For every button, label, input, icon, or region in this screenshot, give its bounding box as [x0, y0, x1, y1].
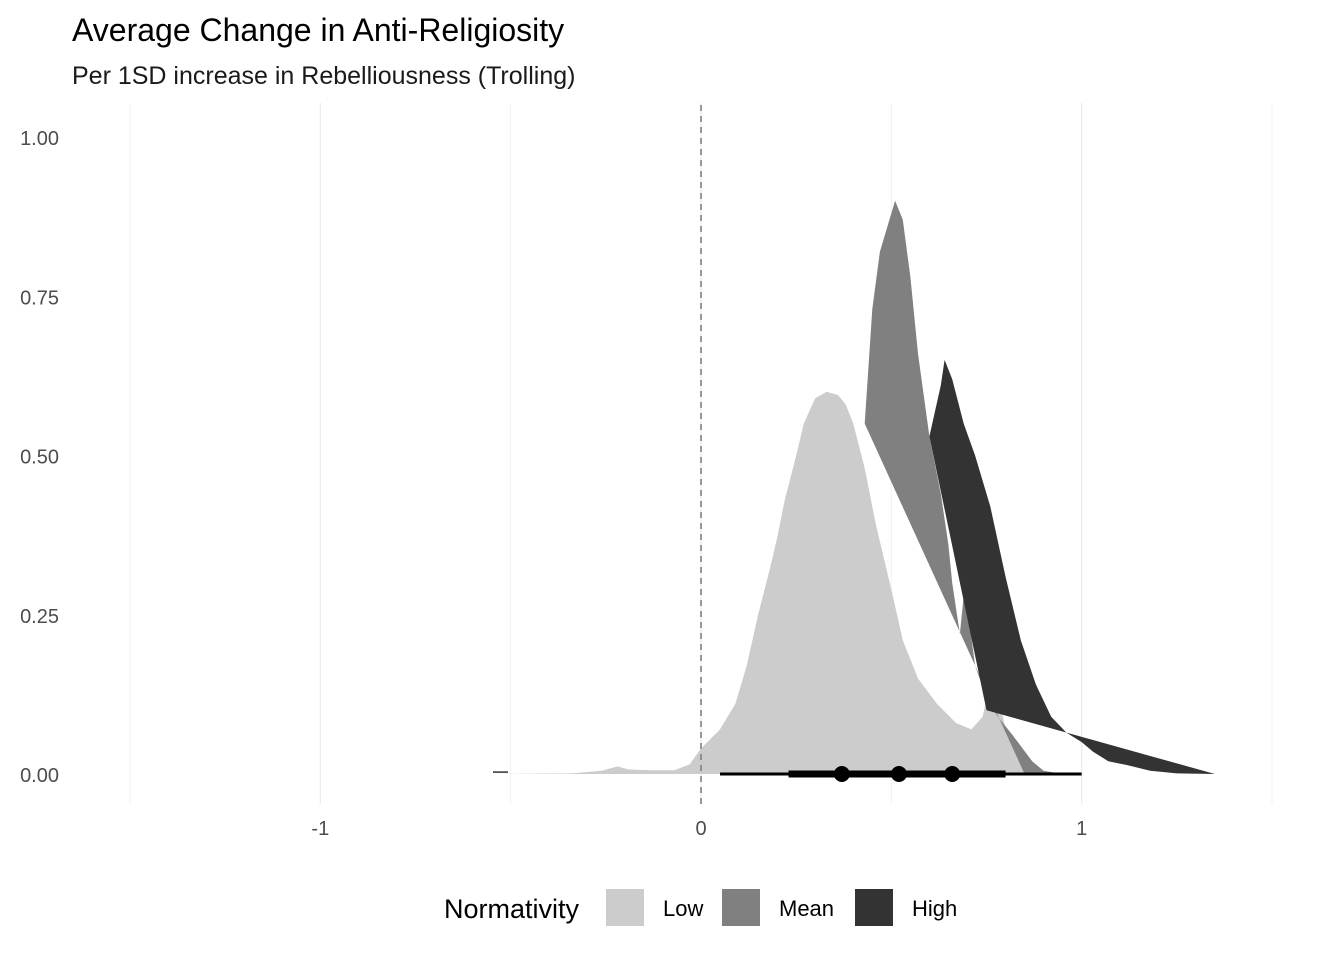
x-tick-label: 1	[1076, 818, 1087, 840]
density-area-high	[929, 359, 1215, 774]
y-tick-label: 0.75	[20, 287, 59, 309]
x-tick-label: 0	[695, 818, 706, 840]
legend-key-high	[855, 889, 893, 926]
density-areas	[491, 200, 1215, 774]
y-axis-ticks: 0.00 0.25 0.50 0.75 1.00	[20, 128, 59, 787]
density-area-mean	[864, 200, 1063, 774]
legend-label-mean: Mean	[779, 896, 834, 921]
legend-label-low: Low	[663, 896, 703, 921]
legend-label-high: High	[912, 896, 957, 921]
legend-key-mean	[722, 889, 760, 926]
point-estimate-high	[944, 766, 961, 782]
y-tick-label: 0.25	[20, 606, 59, 628]
y-tick-label: 0.00	[20, 765, 59, 787]
x-tick-label: -1	[311, 818, 329, 840]
point-estimate-low	[833, 766, 850, 782]
chart-title: Average Change in Anti-Religiosity	[72, 12, 564, 48]
density-area-low	[491, 391, 1082, 774]
interval-bars	[720, 766, 1082, 782]
legend: Normativity Low Mean High	[444, 889, 957, 926]
chart-subtitle: Per 1SD increase in Rebelliousness (Trol…	[72, 62, 575, 90]
legend-title: Normativity	[444, 894, 580, 924]
y-tick-label: 1.00	[20, 128, 59, 150]
legend-key-low	[606, 889, 644, 926]
y-tick-label: 0.50	[20, 447, 59, 469]
x-axis-ticks: -1 0 1	[311, 818, 1087, 840]
point-estimate-mean	[890, 766, 907, 782]
